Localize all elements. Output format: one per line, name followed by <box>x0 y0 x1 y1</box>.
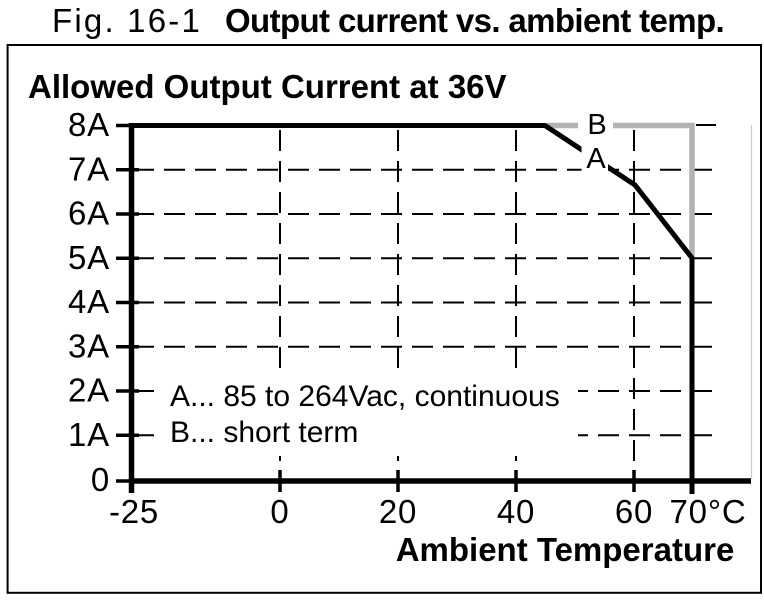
svg-text:Output current vs. ambient tem: Output current vs. ambient temp. <box>225 2 724 39</box>
svg-text:60: 60 <box>615 493 653 530</box>
svg-text:B: B <box>587 109 606 141</box>
svg-text:7A: 7A <box>68 151 110 188</box>
svg-text:3A: 3A <box>68 328 110 365</box>
svg-text:20: 20 <box>379 493 417 530</box>
svg-text:Ambient Temperature: Ambient Temperature <box>396 531 735 568</box>
svg-text:5A: 5A <box>68 239 110 276</box>
svg-text:8A: 8A <box>68 106 110 143</box>
svg-text:Allowed Output Current at 36V: Allowed Output Current at 36V <box>28 68 507 105</box>
svg-text:4A: 4A <box>68 283 110 320</box>
svg-text:0: 0 <box>91 461 110 498</box>
svg-text:70°C: 70°C <box>670 493 747 530</box>
svg-text:Fig. 16-1: Fig. 16-1 <box>52 2 202 39</box>
svg-text:2A: 2A <box>68 372 110 409</box>
svg-text:6A: 6A <box>68 195 110 232</box>
svg-text:-25: -25 <box>109 493 159 530</box>
svg-text:A: A <box>586 143 606 175</box>
svg-text:40: 40 <box>497 493 535 530</box>
svg-text:1A: 1A <box>68 416 110 453</box>
svg-text:0: 0 <box>270 493 289 530</box>
svg-text:B... short term: B... short term <box>170 416 358 449</box>
svg-text:A... 85 to 264Vac, continuous: A... 85 to 264Vac, continuous <box>170 380 560 413</box>
